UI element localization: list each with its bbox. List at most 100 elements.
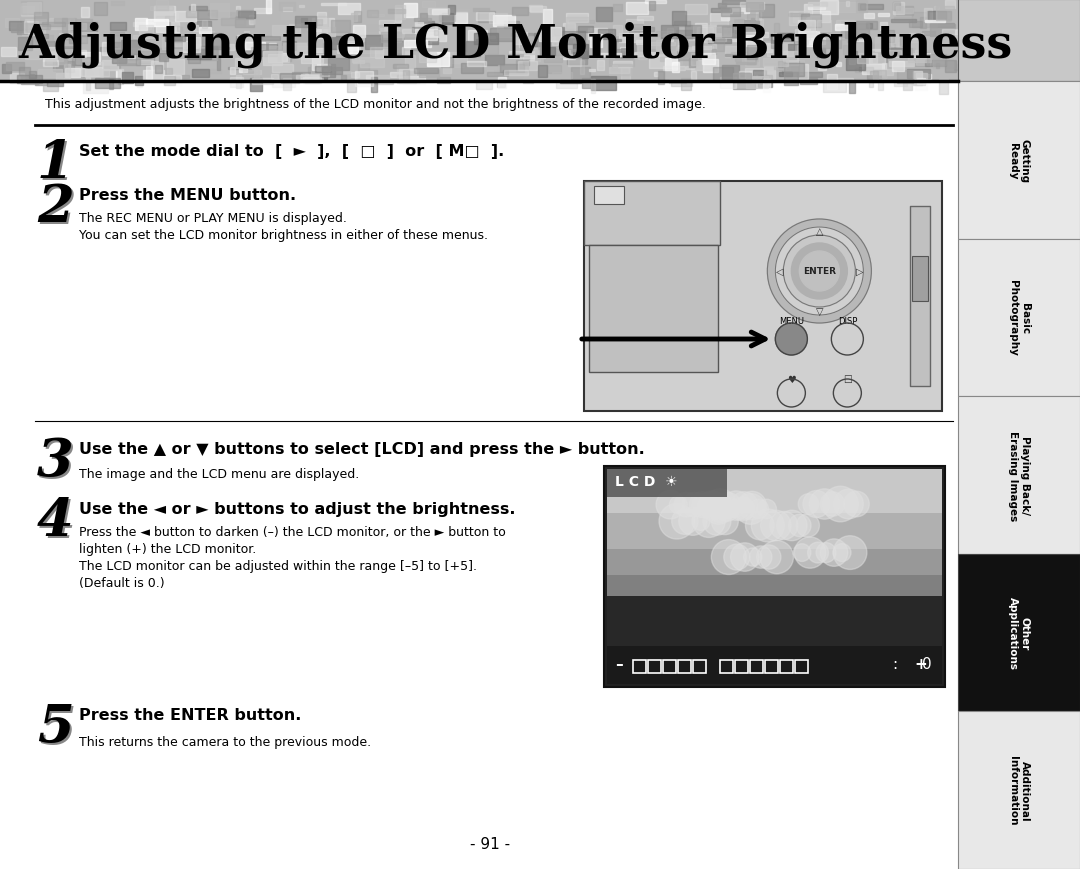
Bar: [190, 45, 208, 56]
Bar: [739, 72, 754, 78]
Text: 5: 5: [39, 703, 76, 754]
Bar: [836, 63, 840, 67]
Circle shape: [757, 545, 781, 569]
Bar: [794, 39, 809, 45]
Circle shape: [799, 252, 839, 292]
Bar: [25, 50, 41, 60]
Bar: [27, 3, 41, 16]
Bar: [671, 81, 692, 87]
Bar: [165, 38, 180, 47]
Bar: [823, 81, 846, 92]
Circle shape: [703, 489, 737, 523]
Bar: [175, 76, 189, 79]
Bar: [544, 56, 563, 63]
Bar: [649, 56, 672, 69]
Bar: [303, 78, 321, 84]
Bar: [972, 43, 978, 48]
Bar: [338, 4, 360, 15]
Bar: [199, 49, 217, 56]
Bar: [774, 56, 786, 70]
Bar: [57, 56, 66, 65]
Bar: [136, 51, 153, 65]
Bar: [552, 43, 562, 46]
Bar: [913, 55, 930, 57]
Bar: [116, 70, 121, 85]
Bar: [183, 43, 188, 54]
Text: –: –: [615, 656, 623, 671]
Bar: [873, 44, 894, 53]
Bar: [1049, 23, 1071, 31]
Bar: [365, 36, 382, 50]
Bar: [708, 28, 727, 42]
Bar: [403, 77, 426, 84]
Bar: [899, 43, 905, 58]
Bar: [629, 30, 639, 41]
Bar: [795, 32, 804, 43]
Bar: [109, 80, 112, 90]
Text: Playing Back/
Erasing Images: Playing Back/ Erasing Images: [1009, 430, 1030, 521]
Bar: [900, 38, 907, 47]
Bar: [945, 61, 956, 73]
Bar: [964, 53, 973, 63]
Bar: [18, 38, 32, 51]
Bar: [82, 66, 100, 78]
Bar: [634, 53, 659, 56]
Bar: [1013, 59, 1034, 70]
Circle shape: [760, 541, 794, 574]
Bar: [723, 27, 739, 38]
Bar: [100, 49, 117, 51]
Bar: [1032, 23, 1044, 30]
Circle shape: [692, 494, 716, 518]
Text: Press the ◄ button to darken (–) the LCD monitor, or the ► button to: Press the ◄ button to darken (–) the LCD…: [79, 526, 505, 539]
Bar: [765, 660, 778, 673]
Bar: [102, 43, 108, 56]
Bar: [235, 59, 251, 70]
Bar: [183, 38, 200, 53]
Bar: [656, 42, 665, 55]
Bar: [927, 12, 946, 20]
Bar: [667, 29, 673, 42]
Bar: [1054, 60, 1076, 70]
Bar: [2, 65, 12, 74]
Bar: [902, 9, 913, 14]
Text: 4: 4: [39, 497, 76, 548]
Bar: [625, 22, 649, 26]
Bar: [718, 4, 726, 8]
Bar: [0, 0, 1080, 82]
Bar: [982, 18, 990, 23]
Bar: [318, 20, 322, 26]
Bar: [1062, 15, 1070, 28]
Bar: [202, 21, 207, 29]
Bar: [419, 48, 426, 50]
Bar: [971, 72, 980, 77]
Bar: [256, 50, 259, 57]
Bar: [43, 35, 48, 38]
Bar: [733, 14, 743, 23]
Bar: [735, 660, 748, 673]
Bar: [503, 22, 518, 29]
Bar: [765, 67, 774, 79]
Bar: [230, 69, 235, 75]
Bar: [272, 65, 293, 73]
Circle shape: [730, 543, 759, 572]
Bar: [1013, 43, 1030, 56]
Circle shape: [731, 497, 755, 521]
Bar: [540, 43, 546, 56]
Bar: [594, 187, 624, 205]
Bar: [367, 26, 382, 31]
Bar: [228, 44, 234, 51]
Bar: [630, 38, 648, 53]
Bar: [672, 63, 679, 73]
Bar: [376, 81, 393, 85]
Bar: [612, 26, 622, 36]
Bar: [296, 76, 318, 80]
Bar: [269, 48, 283, 51]
Bar: [342, 45, 359, 54]
Bar: [53, 61, 67, 72]
Bar: [779, 69, 797, 71]
Bar: [859, 68, 873, 72]
Bar: [758, 76, 772, 88]
Bar: [393, 64, 408, 69]
Bar: [961, 11, 980, 22]
Bar: [818, 68, 826, 71]
